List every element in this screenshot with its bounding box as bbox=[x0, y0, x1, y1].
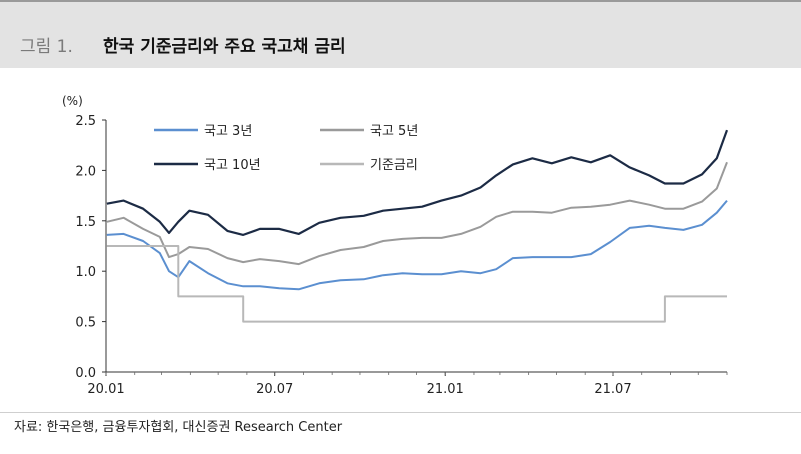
series-line-4 bbox=[106, 245, 727, 323]
series-line-2 bbox=[106, 161, 728, 266]
source-divider bbox=[0, 412, 801, 413]
legend-label: 국고 3년 bbox=[204, 124, 252, 139]
y-tick-label: 1.5 bbox=[75, 215, 96, 230]
y-tick-label: 0.5 bbox=[75, 316, 96, 331]
series-lines bbox=[106, 129, 729, 323]
series-line-3 bbox=[106, 129, 729, 236]
x-tick-label: 20.01 bbox=[87, 382, 124, 397]
title-bar: 그림 1. 한국 기준금리와 주요 국고채 금리 bbox=[0, 0, 801, 68]
y-tick-label: 2.5 bbox=[75, 114, 96, 129]
source-note: 자료: 한국은행, 금융투자협회, 대신증권 Research Center bbox=[14, 420, 343, 435]
figure-label: 그림 1. bbox=[20, 37, 73, 57]
x-tick-label: 21.07 bbox=[594, 382, 631, 397]
legend-label: 국고 5년 bbox=[370, 124, 418, 139]
page-title: 한국 기준금리와 주요 국고채 금리 bbox=[103, 37, 346, 57]
chart-svg: (%) 0.0 0.5 1.0 1.5 2.0 2.5 20.01 20.07 21.01 21.… bbox=[62, 94, 729, 397]
axes: 0.0 0.5 1.0 1.5 2.0 2.5 20.01 20.07 21.01 21.07 bbox=[75, 114, 728, 397]
legend-label: 기준금리 bbox=[370, 158, 418, 173]
y-tick-label: 0.0 bbox=[75, 366, 96, 381]
legend-label: 국고 10년 bbox=[204, 158, 261, 173]
y-axis-label: (%) bbox=[62, 94, 83, 108]
y-tick-label: 2.0 bbox=[75, 164, 96, 179]
x-tick-label: 21.01 bbox=[427, 382, 464, 397]
y-tick-label: 1.0 bbox=[75, 265, 96, 280]
chart-container: (%) 0.0 0.5 1.0 1.5 2.0 2.5 20.01 20.07 21.01 21.… bbox=[0, 68, 801, 413]
series-line-1 bbox=[106, 199, 728, 291]
x-tick-label: 20.07 bbox=[256, 382, 293, 397]
